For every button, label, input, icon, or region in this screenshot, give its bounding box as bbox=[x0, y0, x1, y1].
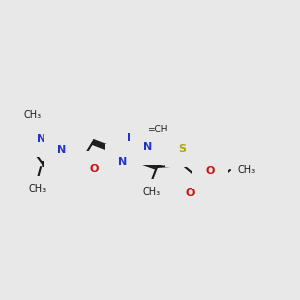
Text: CH₃: CH₃ bbox=[29, 184, 47, 194]
Text: CH₃: CH₃ bbox=[238, 165, 256, 175]
Text: N: N bbox=[167, 141, 176, 151]
Text: O: O bbox=[185, 188, 195, 198]
Text: N: N bbox=[128, 133, 136, 143]
Text: N: N bbox=[118, 157, 127, 167]
Text: N: N bbox=[57, 145, 67, 155]
Text: CH₃: CH₃ bbox=[143, 187, 161, 197]
Text: N: N bbox=[38, 134, 46, 144]
Text: S: S bbox=[178, 144, 186, 154]
Text: O: O bbox=[205, 166, 215, 176]
Text: =CH: =CH bbox=[147, 125, 167, 134]
Text: O: O bbox=[89, 164, 99, 174]
Text: CH₃: CH₃ bbox=[24, 110, 42, 120]
Text: N: N bbox=[143, 142, 153, 152]
